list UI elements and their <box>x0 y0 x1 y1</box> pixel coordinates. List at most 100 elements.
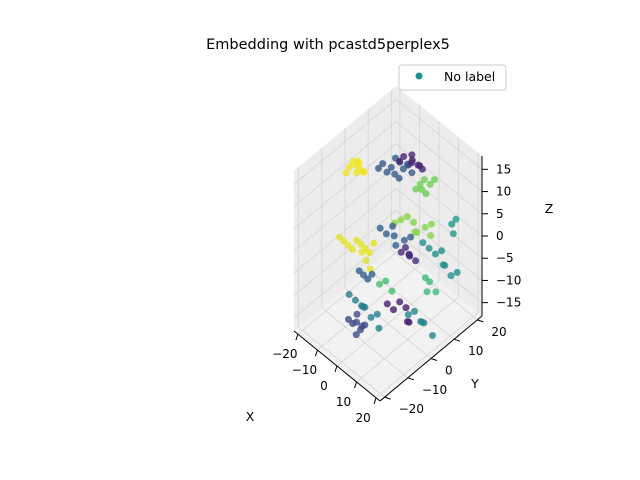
x-tick-mark <box>334 365 338 373</box>
data-point <box>396 157 403 165</box>
grid-line-y <box>391 249 478 321</box>
z-axis-label: Z <box>545 201 554 216</box>
data-point <box>370 239 378 247</box>
y-tick-label: −20 <box>399 402 424 416</box>
data-point <box>423 288 431 296</box>
data-point <box>453 268 461 276</box>
z-tick-label: 15 <box>496 162 511 176</box>
grid-line-z <box>395 165 483 237</box>
y-tick-mark <box>384 396 391 400</box>
data-point <box>408 151 416 159</box>
data-point <box>408 169 416 177</box>
data-point <box>392 241 400 249</box>
y-tick-label: 20 <box>491 325 506 339</box>
data-point <box>420 319 428 327</box>
data-point <box>352 169 360 177</box>
data-point <box>438 247 446 255</box>
data-point <box>390 306 397 314</box>
grid-line-z <box>293 210 397 296</box>
data-point <box>354 157 362 165</box>
x-tick-mark <box>314 349 318 357</box>
x-tick-label: 10 <box>336 395 351 409</box>
grid-line-z <box>293 143 397 230</box>
data-point <box>345 291 353 298</box>
x-tick-label: −10 <box>292 363 317 377</box>
data-point <box>382 277 390 285</box>
data-point <box>404 311 412 319</box>
legend-box <box>398 64 507 91</box>
data-point <box>375 164 382 172</box>
data-point <box>345 315 352 323</box>
data-point <box>388 287 396 295</box>
z-tick-label: −5 <box>496 251 514 265</box>
data-point <box>353 318 361 326</box>
axis-lines <box>293 156 488 404</box>
x-axis-label: X <box>246 409 255 424</box>
legend-entry: No label <box>444 69 495 84</box>
data-point <box>358 322 366 330</box>
data-point <box>403 213 411 221</box>
data-point <box>411 307 418 315</box>
grid-line-z <box>293 121 397 207</box>
data-point <box>407 233 415 241</box>
data-point <box>400 236 408 244</box>
data-point <box>432 288 440 296</box>
data-point <box>351 296 359 304</box>
data-point <box>375 324 383 332</box>
data-point <box>412 257 420 265</box>
data-point <box>399 165 407 173</box>
data-point <box>413 229 421 236</box>
z-tick-label: 5 <box>496 207 504 221</box>
data-point <box>425 244 433 252</box>
data-point <box>358 248 366 256</box>
data-point <box>346 163 353 171</box>
data-point <box>419 239 427 247</box>
data-point <box>429 332 436 339</box>
grid-line-y <box>321 307 409 379</box>
chart-title: Embedding with pcastd5perplex5 <box>206 37 450 53</box>
grid-line-y <box>298 326 385 398</box>
x-tick-mark <box>354 381 358 389</box>
data-point <box>349 246 356 253</box>
x-tick-mark <box>373 397 377 404</box>
y-tick-mark <box>407 377 414 381</box>
grid-line-z <box>395 187 483 259</box>
data-point <box>441 262 449 269</box>
data-point <box>390 232 398 240</box>
data-point <box>431 250 439 258</box>
data-point <box>353 310 361 318</box>
data-point <box>376 224 384 232</box>
data-point <box>416 162 424 170</box>
data-point <box>360 168 368 176</box>
data-point <box>410 218 417 226</box>
data-point <box>368 270 376 278</box>
z-tick-label: 0 <box>496 229 504 243</box>
data-point <box>383 168 391 176</box>
data-point <box>379 160 387 168</box>
data-point <box>391 170 399 178</box>
data-point <box>387 163 395 171</box>
z-tick-label: 10 <box>496 185 511 199</box>
data-point <box>396 298 404 306</box>
data-point <box>397 216 405 224</box>
data-point <box>383 300 391 308</box>
grid-line-z <box>293 165 397 252</box>
data-point <box>382 230 390 238</box>
legend-marker <box>415 72 423 80</box>
y-tick-mark <box>454 338 461 342</box>
data-point <box>405 318 413 326</box>
z-tick-label: −15 <box>496 296 521 310</box>
data-point <box>408 159 415 167</box>
grid-line-z <box>293 99 397 185</box>
data-points <box>336 151 461 339</box>
data-point <box>452 215 460 223</box>
y-tick-mark <box>430 358 438 361</box>
data-point <box>412 185 420 193</box>
data-point <box>426 278 434 286</box>
grid-line-z <box>293 187 397 274</box>
data-point <box>420 176 428 184</box>
z-tick-label: −10 <box>496 273 521 287</box>
data-point <box>421 223 429 231</box>
